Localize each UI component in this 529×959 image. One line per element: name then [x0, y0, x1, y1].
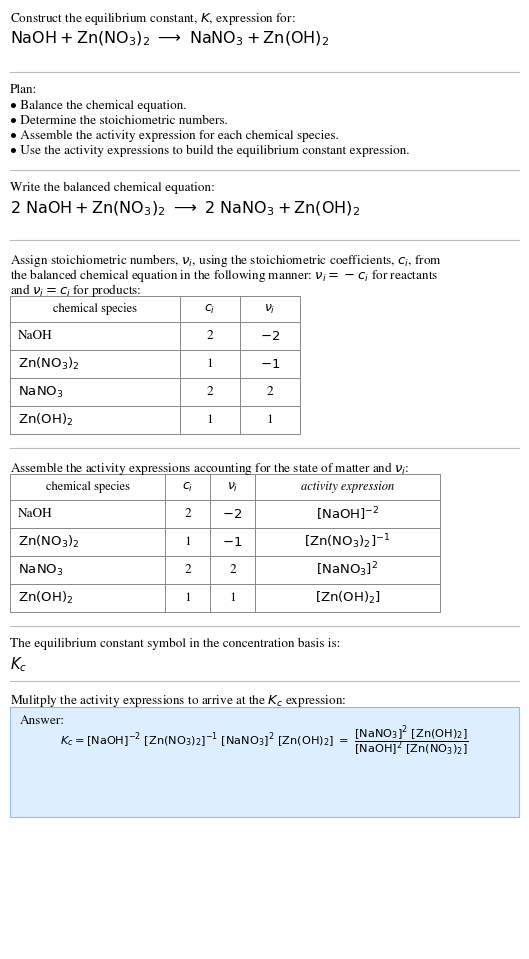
- Text: Write the balanced chemical equation:: Write the balanced chemical equation:: [10, 182, 215, 195]
- Text: 2: 2: [184, 564, 191, 576]
- Text: Plan:: Plan:: [10, 84, 37, 96]
- Text: $c_i$: $c_i$: [204, 302, 216, 316]
- Text: Assign stoichiometric numbers, $\nu_i$, using the stoichiometric coefficients, $: Assign stoichiometric numbers, $\nu_i$, …: [10, 252, 442, 269]
- Text: 2: 2: [207, 330, 213, 341]
- Text: 2: 2: [184, 508, 191, 520]
- FancyBboxPatch shape: [10, 474, 440, 612]
- Text: $\mathrm{Zn(OH)_2}$: $\mathrm{Zn(OH)_2}$: [18, 412, 73, 428]
- Text: Mulitply the activity expressions to arrive at the $K_c$ expression:: Mulitply the activity expressions to arr…: [10, 693, 346, 709]
- Text: chemical species: chemical species: [45, 481, 130, 493]
- FancyBboxPatch shape: [10, 296, 300, 434]
- Text: chemical species: chemical species: [53, 303, 137, 315]
- Text: 1: 1: [229, 592, 236, 604]
- Text: Assemble the activity expressions accounting for the state of matter and $\nu_i$: Assemble the activity expressions accoun…: [10, 460, 409, 477]
- Text: Construct the equilibrium constant, $K$, expression for:: Construct the equilibrium constant, $K$,…: [10, 10, 296, 27]
- Text: $\mathrm{Zn(NO_3)_2}$: $\mathrm{Zn(NO_3)_2}$: [18, 534, 79, 550]
- Text: • Assemble the activity expression for each chemical species.: • Assemble the activity expression for e…: [10, 130, 339, 142]
- Text: 2: 2: [229, 564, 236, 576]
- Text: $\mathrm{NaOH + Zn(NO_3)_2 \ \longrightarrow \ NaNO_3 + Zn(OH)_2}$: $\mathrm{NaOH + Zn(NO_3)_2 \ \longrighta…: [10, 30, 329, 48]
- Text: $-2$: $-2$: [260, 330, 280, 342]
- Text: $K_c = \mathrm{[NaOH]^{-2}\ [Zn(NO_3)_2]^{-1}\ [NaNO_3]^2\ [Zn(OH)_2]}$$\ =\ \df: $K_c = \mathrm{[NaOH]^{-2}\ [Zn(NO_3)_2]…: [60, 724, 469, 758]
- Text: 1: 1: [207, 414, 213, 426]
- FancyBboxPatch shape: [10, 707, 519, 817]
- Text: 1: 1: [267, 414, 273, 426]
- Text: $-2$: $-2$: [222, 507, 243, 521]
- Text: $-1$: $-1$: [260, 358, 280, 370]
- Text: $\nu_i$: $\nu_i$: [227, 480, 238, 494]
- Text: $\mathrm{[Zn(OH)_2]}$: $\mathrm{[Zn(OH)_2]}$: [315, 590, 380, 606]
- Text: 2: 2: [267, 386, 273, 398]
- Text: 1: 1: [184, 592, 191, 604]
- Text: and $\nu_i = c_i$ for products:: and $\nu_i = c_i$ for products:: [10, 282, 142, 299]
- Text: $\mathrm{[NaOH]^{-2}}$: $\mathrm{[NaOH]^{-2}}$: [316, 505, 379, 523]
- Text: $\mathrm{NaNO_3}$: $\mathrm{NaNO_3}$: [18, 385, 63, 400]
- Text: $\mathrm{[NaNO_3]^2}$: $\mathrm{[NaNO_3]^2}$: [316, 561, 379, 579]
- Text: the balanced chemical equation in the following manner: $\nu_i = -c_i$ for react: the balanced chemical equation in the fo…: [10, 267, 439, 284]
- Text: • Determine the stoichiometric numbers.: • Determine the stoichiometric numbers.: [10, 115, 228, 127]
- Text: $-1$: $-1$: [222, 535, 243, 549]
- Text: 1: 1: [207, 358, 213, 370]
- Text: 1: 1: [184, 536, 191, 548]
- Text: $\mathrm{[Zn(NO_3)_2]^{-1}}$: $\mathrm{[Zn(NO_3)_2]^{-1}}$: [304, 532, 390, 551]
- Text: $\mathrm{NaNO_3}$: $\mathrm{NaNO_3}$: [18, 562, 63, 577]
- Text: The equilibrium constant symbol in the concentration basis is:: The equilibrium constant symbol in the c…: [10, 638, 340, 650]
- Text: NaOH: NaOH: [18, 330, 52, 341]
- Text: Answer:: Answer:: [20, 715, 65, 727]
- Text: 2: 2: [207, 386, 213, 398]
- Text: $\mathrm{Zn(OH)_2}$: $\mathrm{Zn(OH)_2}$: [18, 590, 73, 606]
- Text: $\nu_i$: $\nu_i$: [264, 302, 276, 316]
- Text: $\mathrm{2\ NaOH + Zn(NO_3)_2 \ \longrightarrow \ 2\ NaNO_3 + Zn(OH)_2}$: $\mathrm{2\ NaOH + Zn(NO_3)_2 \ \longrig…: [10, 200, 360, 219]
- Text: $K_c$: $K_c$: [10, 655, 27, 674]
- Text: $c_i$: $c_i$: [182, 480, 193, 494]
- Text: activity expression: activity expression: [301, 480, 394, 493]
- Text: • Use the activity expressions to build the equilibrium constant expression.: • Use the activity expressions to build …: [10, 145, 409, 157]
- Text: $\mathrm{Zn(NO_3)_2}$: $\mathrm{Zn(NO_3)_2}$: [18, 356, 79, 372]
- Text: • Balance the chemical equation.: • Balance the chemical equation.: [10, 100, 187, 112]
- Text: NaOH: NaOH: [18, 508, 52, 520]
